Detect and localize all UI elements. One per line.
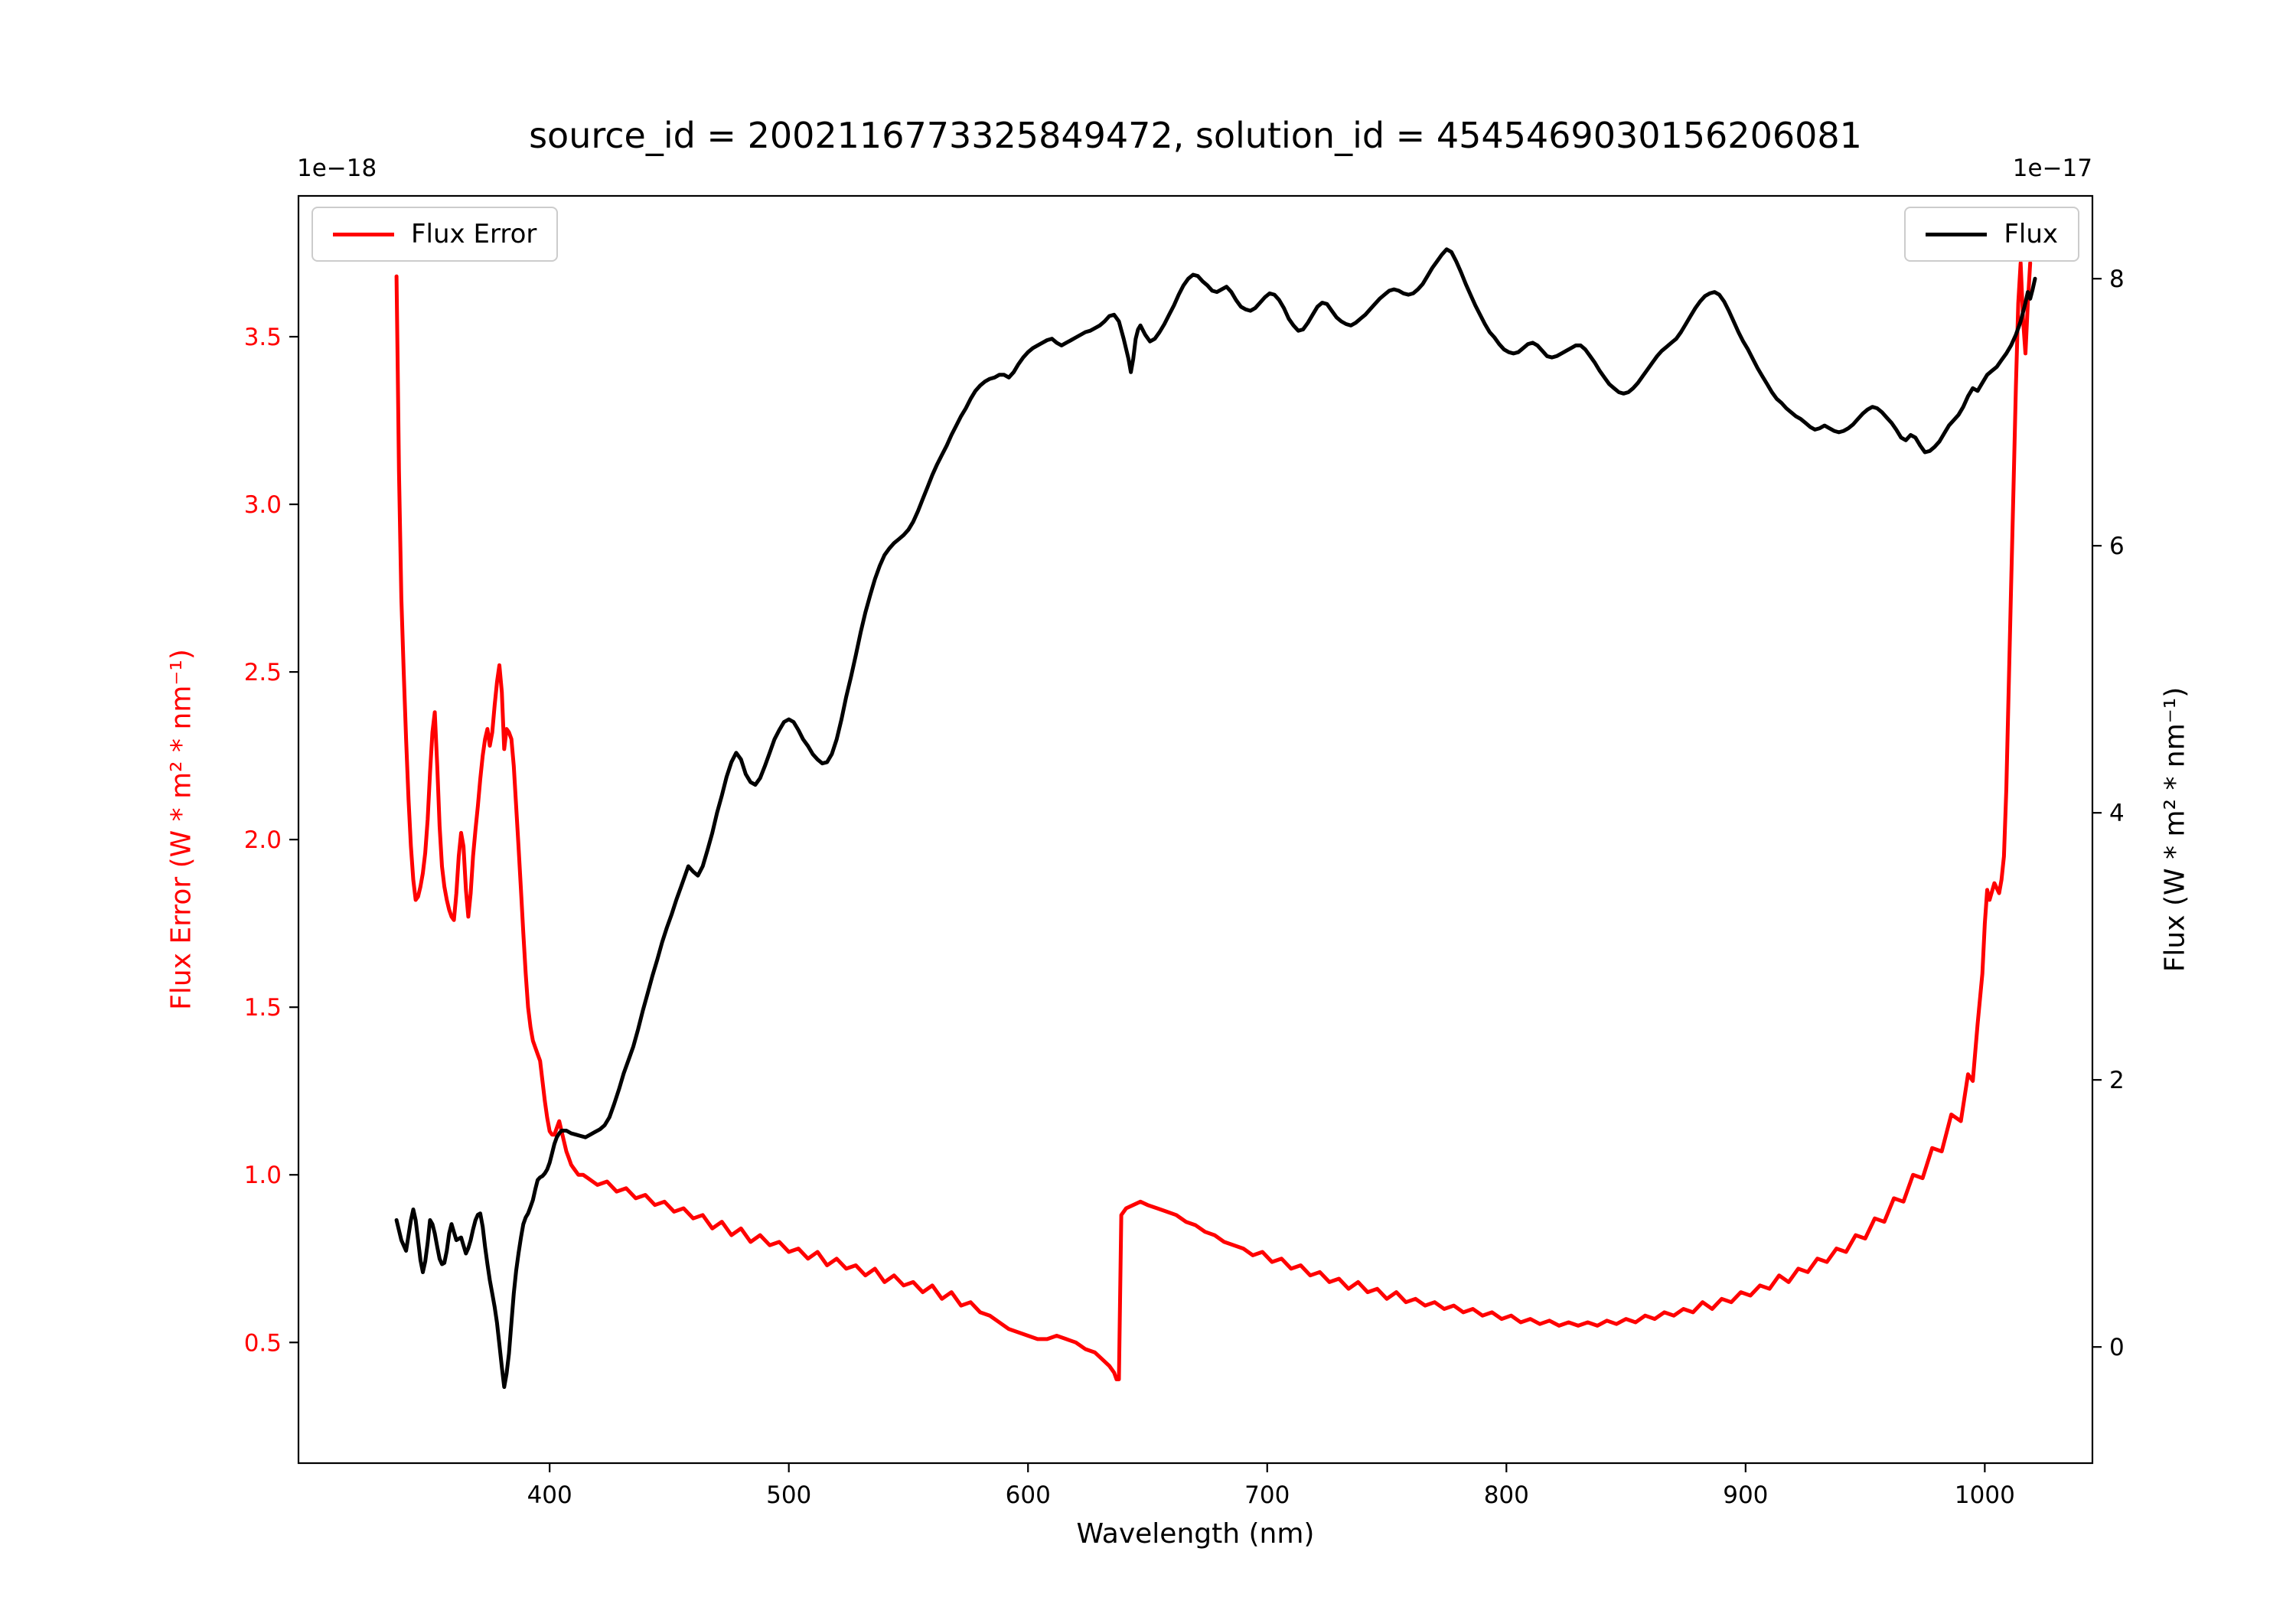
right-y-tick-label: 8 bbox=[2109, 266, 2125, 293]
plot-title: source_id = 2002116773325849472, solutio… bbox=[529, 115, 1862, 156]
x-tick-label: 900 bbox=[1723, 1482, 1768, 1509]
plot-frame bbox=[297, 194, 2094, 1465]
x-tick-label: 500 bbox=[766, 1482, 811, 1509]
right-axis-offset-text: 1e−17 bbox=[2012, 155, 2092, 182]
right-axis-label: Flux (W * m² * nm⁻¹) bbox=[2159, 686, 2191, 973]
x-tick-label: 1000 bbox=[1955, 1482, 2015, 1509]
curve-flux-error bbox=[394, 261, 2033, 1381]
left-y-tick-label: 1.5 bbox=[244, 994, 282, 1022]
left-y-tick-label: 3.0 bbox=[244, 491, 282, 519]
x-tick-label: 600 bbox=[1006, 1482, 1051, 1509]
left-axis-offset-text: 1e−18 bbox=[297, 155, 377, 182]
left-y-tick-label: 2.5 bbox=[244, 659, 282, 686]
legend-flux-error: Flux Error bbox=[311, 207, 559, 262]
right-y-tick-label: 0 bbox=[2109, 1334, 2125, 1361]
x-axis-label: Wavelength (nm) bbox=[1076, 1518, 1315, 1550]
left-y-tick-label: 1.0 bbox=[244, 1162, 282, 1189]
legend-flux: Flux bbox=[1904, 207, 2079, 262]
left-axis-label: Flux Error (W * m² * nm⁻¹) bbox=[165, 649, 197, 1010]
flux-legend-line-sample bbox=[1926, 232, 1988, 236]
right-y-tick-label: 4 bbox=[2109, 800, 2125, 827]
flux-error-legend-line-sample bbox=[333, 232, 394, 236]
right-y-tick-label: 6 bbox=[2109, 533, 2125, 560]
left-y-tick-label: 0.5 bbox=[244, 1329, 282, 1357]
right-y-tick-label: 2 bbox=[2109, 1067, 2125, 1094]
flux-error-legend-label: Flux Error bbox=[411, 219, 537, 249]
left-y-tick-label: 3.5 bbox=[244, 324, 282, 351]
x-tick-label: 700 bbox=[1244, 1482, 1290, 1509]
flux-legend-label: Flux bbox=[2004, 219, 2058, 249]
left-y-tick-label: 2.0 bbox=[244, 826, 282, 854]
curve-flux bbox=[394, 247, 2037, 1389]
x-tick-label: 400 bbox=[527, 1482, 572, 1509]
x-tick-label: 800 bbox=[1484, 1482, 1529, 1509]
